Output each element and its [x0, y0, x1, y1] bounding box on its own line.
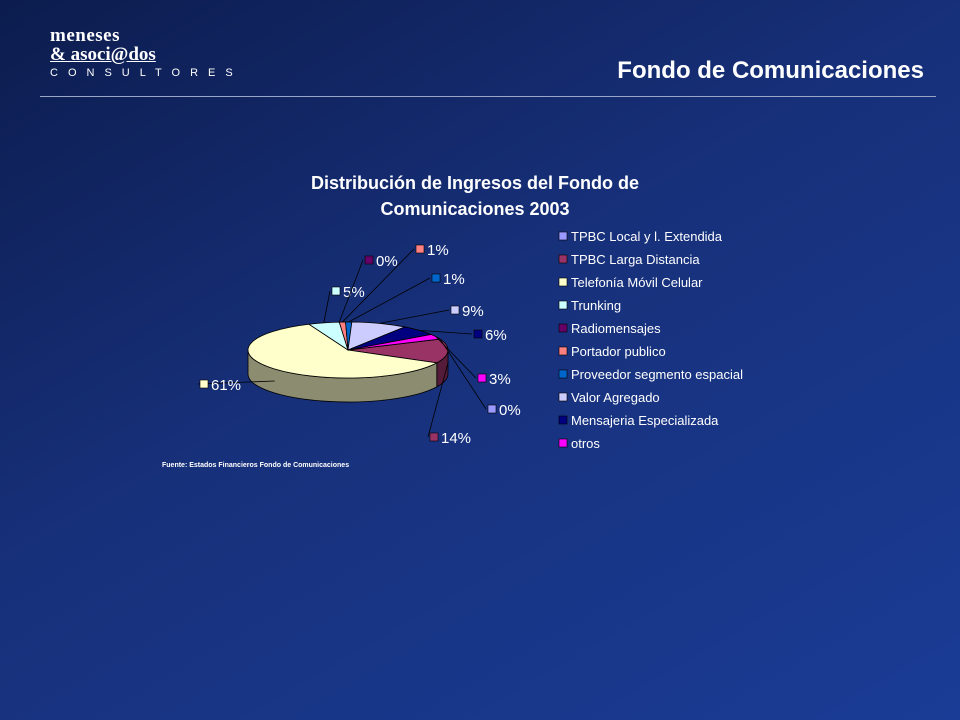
logo-line-3: CONSULTORES [50, 67, 243, 79]
legend-entry-8: Mensajeria Especializada [571, 413, 719, 428]
data-label-4: 0% [376, 253, 398, 270]
data-label-9: 3% [489, 371, 511, 388]
leader-line-6 [348, 277, 431, 323]
data-label-swatch-7 [450, 305, 460, 315]
data-label-3: 5% [343, 284, 365, 301]
pie-tops [247, 321, 449, 379]
data-labels: 0% 14% 61% 5% 0% 1% 1% 9%6% 3% [197, 242, 521, 447]
data-label-swatch-1 [429, 432, 439, 442]
legend-swatch-8 [558, 415, 568, 425]
leader-line-2 [197, 380, 275, 385]
logo-line-2: & asoci@dos [50, 44, 156, 65]
pie-slice-2 [247, 323, 439, 379]
legend-swatch-2 [558, 277, 568, 287]
data-label-swatch-9 [477, 373, 487, 383]
data-label-1: 14% [441, 430, 471, 447]
chart-title: Distribución de Ingresos del Fondo de Co… [240, 170, 710, 222]
legend-entry-7: Valor Agregado [571, 390, 660, 405]
leader-line-0 [439, 338, 487, 410]
legend-swatch-1 [558, 254, 568, 264]
data-label-swatch-4 [364, 255, 374, 265]
logo-line-1: meneses [50, 25, 120, 46]
leader-line-5 [342, 248, 415, 323]
data-label-swatch-5 [415, 244, 425, 254]
data-label-swatch-8 [473, 329, 483, 339]
legend: TPBC Local y l. Extendida TPBC Larga Dist… [558, 229, 743, 451]
legend-entry-2: Telefonía Móvil Celular [571, 275, 703, 290]
header-divider [40, 96, 936, 97]
legend-swatch-0 [558, 231, 568, 241]
data-label-swatch-0 [487, 404, 497, 414]
leader-line-8 [419, 329, 473, 335]
legend-entry-9: otros [571, 436, 600, 451]
legend-swatch-5 [558, 346, 568, 356]
legend-swatch-4 [558, 323, 568, 333]
data-label-0: 0% [499, 402, 521, 419]
data-label-7: 9% [462, 303, 484, 320]
legend-entry-1: TPBC Larga Distancia [571, 252, 700, 267]
data-label-swatch-3 [331, 286, 341, 296]
legend-entry-3: Trunking [571, 298, 621, 313]
company-logo: meneses & asoci@dos CONSULTORES [50, 26, 243, 80]
source-note: Fuente: Estados Financieros Fondo de Com… [162, 462, 350, 469]
pie-slice-9 [347, 334, 442, 351]
leader-line-9 [435, 336, 477, 379]
data-label-6: 1% [443, 271, 465, 288]
data-label-5: 1% [427, 242, 449, 259]
legend-entry-0: TPBC Local y l. Extendida [571, 229, 723, 244]
legend-entry-5: Portador publico [571, 344, 666, 359]
legend-entry-6: Proveedor segmento espacial [571, 367, 743, 382]
legend-swatch-7 [558, 392, 568, 402]
leader-line-7 [379, 309, 450, 324]
leader-line-3 [323, 290, 331, 323]
leader-line-1 [427, 362, 449, 438]
legend-swatch-3 [558, 300, 568, 310]
data-label-8: 6% [485, 327, 507, 344]
chart-title-line-2: Comunicaciones 2003 [380, 199, 570, 219]
data-label-swatch-6 [431, 273, 441, 283]
legend-swatch-6 [558, 369, 568, 379]
leader-line-4 [338, 259, 364, 323]
data-label-swatch-2 [199, 379, 209, 389]
data-label-2: 61% [211, 377, 241, 394]
legend-entry-4: Radiomensajes [571, 321, 661, 336]
page-title: Fondo de Comunicaciones [617, 57, 924, 84]
chart-title-line-1: Distribución de Ingresos del Fondo de [310, 173, 640, 193]
legend-swatch-9 [558, 438, 568, 448]
